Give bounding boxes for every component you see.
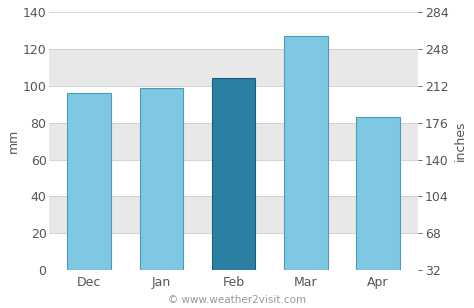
Bar (49, 197, 418, 233)
Text: © www.weather2visit.com: © www.weather2visit.com (168, 295, 306, 305)
Bar (49, 123, 418, 160)
Bar (67, 93, 111, 270)
Y-axis label: inches: inches (454, 121, 467, 161)
Bar (140, 87, 183, 270)
Y-axis label: mm: mm (7, 129, 20, 153)
Bar (49, 49, 418, 86)
Bar (284, 36, 328, 270)
Bar (212, 78, 255, 270)
Bar (356, 117, 400, 270)
